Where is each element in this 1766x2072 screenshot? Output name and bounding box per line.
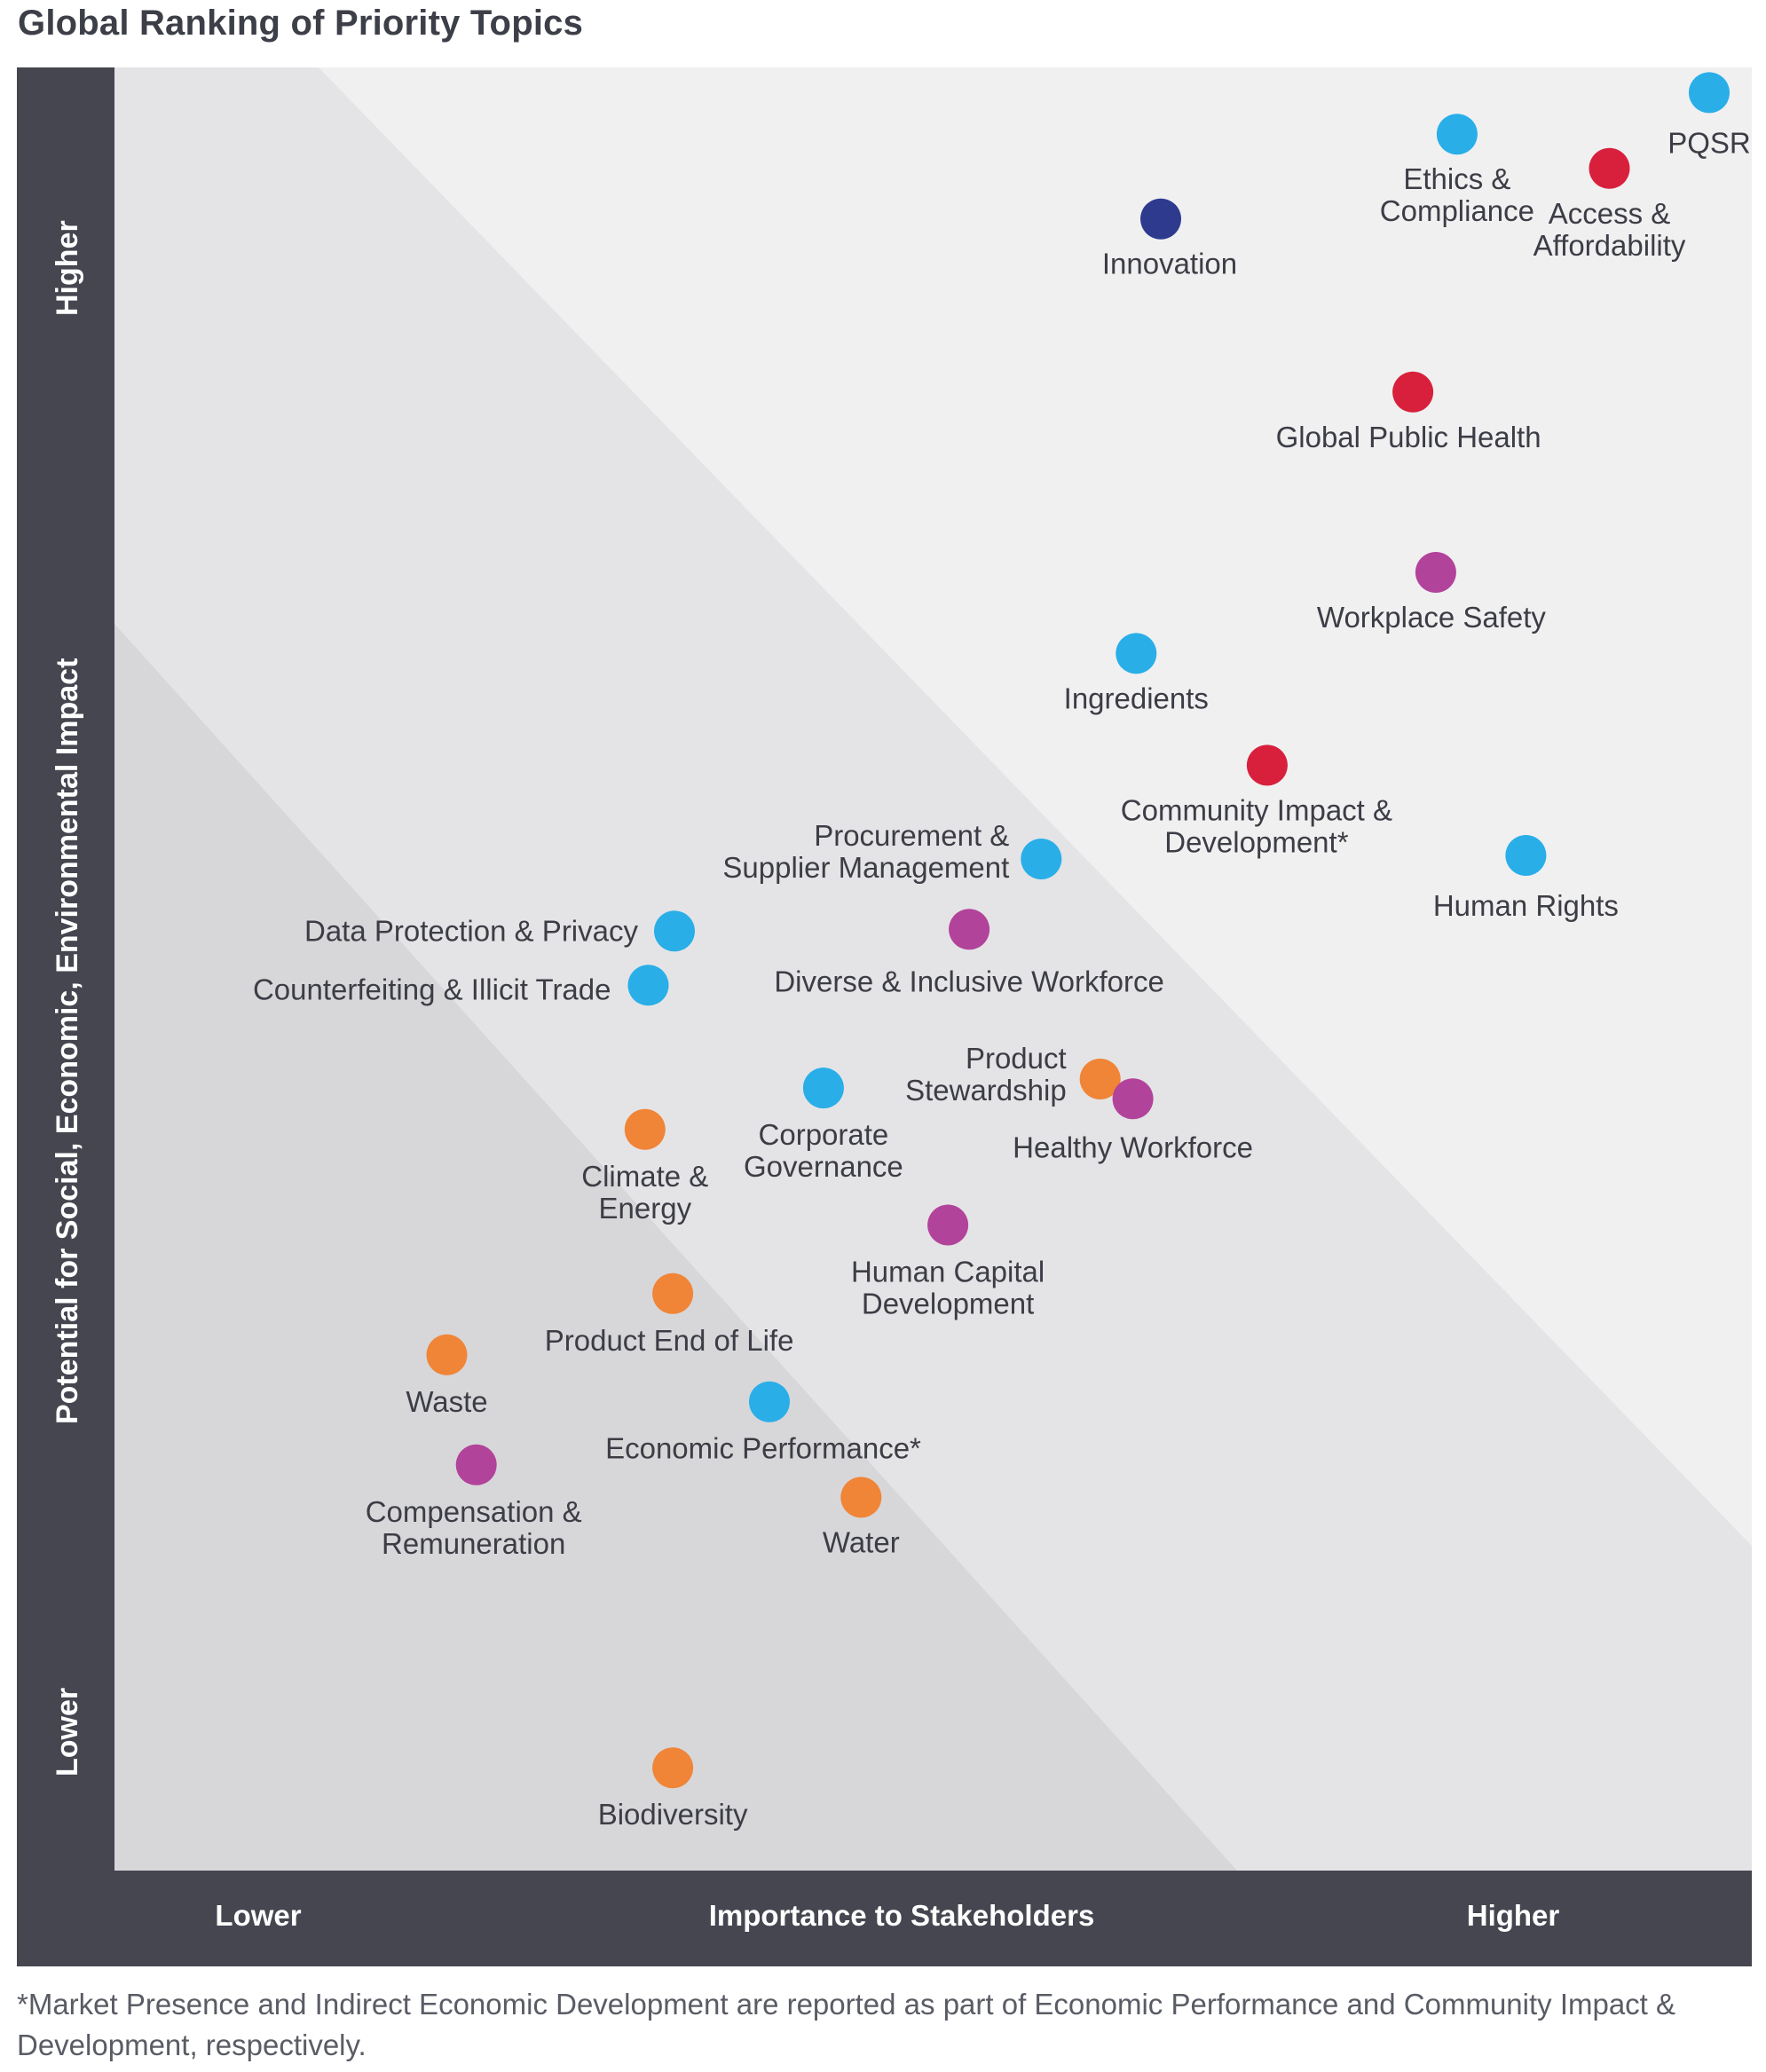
point-label: Climate & (581, 1160, 708, 1193)
data-point: Data Protection & Privacy (304, 910, 695, 952)
point-marker (652, 1272, 694, 1314)
point-label: Governance (744, 1150, 903, 1183)
data-point: Economic Performance* (605, 1381, 921, 1465)
y-axis-title: Potential for Social, Economic, Environm… (51, 658, 84, 1424)
x-axis-title: Importance to Stakeholders (708, 1899, 1095, 1932)
point-label: Product (966, 1042, 1067, 1075)
point-label: Development* (1164, 825, 1348, 858)
point-label: Access & (1549, 197, 1671, 230)
point-label: Waste (406, 1385, 487, 1418)
point-marker (1689, 72, 1730, 114)
data-point: Healthy Workforce (1013, 1078, 1253, 1163)
point-marker (1415, 552, 1456, 593)
point-marker (1021, 839, 1062, 879)
point-marker (927, 1204, 969, 1246)
point-label: Compliance (1380, 194, 1534, 227)
data-point: Innovation (1102, 198, 1237, 280)
point-label: Global Public Health (1276, 421, 1541, 453)
point-label: Affordability (1533, 229, 1686, 262)
point-marker (1392, 371, 1434, 413)
zone-low-priority (114, 624, 1237, 1871)
data-point: Human Rights (1433, 835, 1619, 922)
data-point: Workplace Safety (1317, 552, 1547, 634)
point-label: Biodiversity (598, 1798, 748, 1831)
point-label: Stewardship (905, 1074, 1067, 1107)
chart-title: Global Ranking of Priority Topics (18, 4, 584, 43)
data-point: Ingredients (1064, 633, 1209, 714)
point-marker (1589, 147, 1630, 189)
y-axis-low-label: Lower (51, 1687, 84, 1777)
point-label: Energy (599, 1192, 692, 1225)
point-marker (1140, 198, 1181, 240)
data-point: Biodiversity (598, 1747, 748, 1831)
point-label: Community Impact & (1121, 793, 1392, 826)
point-label: Water (823, 1525, 900, 1558)
data-point: Community Impact &Development* (1121, 745, 1392, 858)
data-point: Water (823, 1477, 900, 1558)
point-marker (652, 1747, 694, 1789)
footnote: *Market Presence and Indirect Economic D… (17, 1988, 1676, 2061)
point-label: Data Protection & Privacy (304, 914, 638, 947)
point-label: Workplace Safety (1317, 601, 1547, 634)
point-label: Human Rights (1433, 889, 1619, 922)
point-marker (426, 1334, 468, 1375)
data-point: Ethics &Compliance (1380, 114, 1534, 227)
point-marker (1112, 1078, 1154, 1120)
data-point: PQSR (1667, 72, 1751, 159)
point-label: PQSR (1667, 126, 1751, 159)
point-label: Compensation & (366, 1495, 582, 1528)
point-marker (1079, 1059, 1121, 1099)
plot-area: PQSR Ethics & Compliance Access & Affordabil… (114, 67, 1752, 1871)
point-label: Counterfeiting & Illicit Trade (253, 973, 611, 1005)
point-marker (1116, 633, 1157, 674)
y-axis-high-label: Higher (51, 220, 84, 316)
data-point: Climate &Energy (581, 1108, 708, 1225)
point-label: Healthy Workforce (1013, 1131, 1253, 1163)
point-label: Corporate (759, 1118, 889, 1151)
point-label: Innovation (1102, 248, 1237, 280)
data-point: Product End of Life (545, 1272, 794, 1357)
point-marker (627, 965, 669, 1006)
point-marker (1246, 745, 1288, 786)
point-label: Ingredients (1064, 681, 1209, 714)
point-label: Development (862, 1288, 1034, 1320)
point-marker (749, 1381, 790, 1422)
data-point: Global Public Health (1276, 371, 1541, 453)
point-marker (802, 1068, 844, 1109)
data-point: Waste (406, 1334, 488, 1418)
data-point: Diverse & Inclusive Workforce (774, 909, 1164, 997)
data-point: Compensation &Remuneration (366, 1444, 582, 1560)
point-marker (624, 1108, 666, 1150)
point-marker (455, 1444, 497, 1485)
data-point: Access &Affordability (1533, 147, 1686, 262)
point-label: Product End of Life (545, 1324, 794, 1357)
point-marker (654, 910, 695, 952)
data-point: Procurement &Supplier Management (722, 819, 1062, 884)
point-label: Human Capital (851, 1256, 1045, 1288)
x-axis-low-label: Lower (215, 1899, 302, 1932)
point-label: Procurement & (814, 819, 1009, 852)
point-label: Ethics & (1403, 162, 1510, 195)
point-marker (949, 909, 990, 950)
point-label: Remuneration (382, 1527, 565, 1560)
data-point: Counterfeiting & Illicit Trade (253, 965, 669, 1006)
point-label: Economic Performance* (605, 1432, 921, 1465)
point-label: Diverse & Inclusive Workforce (774, 965, 1164, 997)
point-label: Supplier Management (722, 851, 1009, 884)
point-marker (840, 1477, 882, 1518)
point-marker (1505, 835, 1547, 876)
x-axis-high-label: Higher (1466, 1899, 1560, 1932)
point-marker (1436, 114, 1478, 155)
